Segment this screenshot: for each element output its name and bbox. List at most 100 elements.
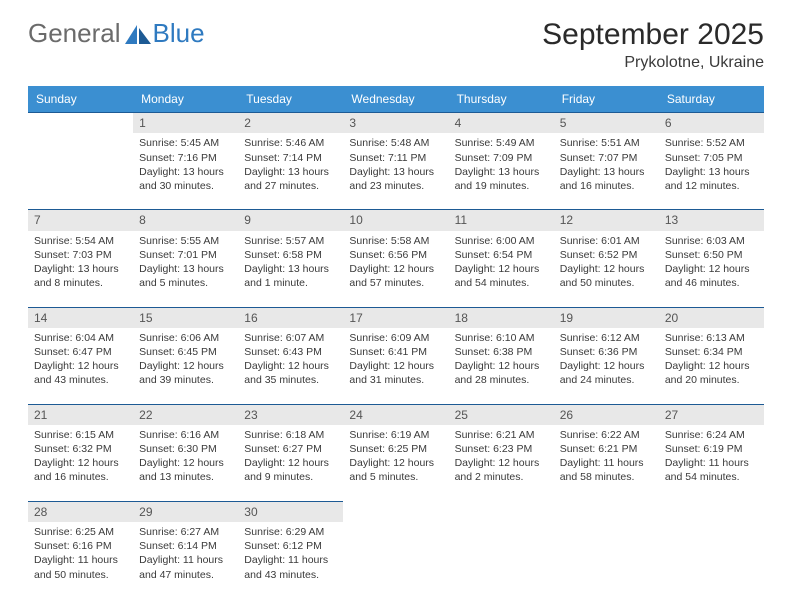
day-number: 14 <box>28 307 133 328</box>
day-number: 25 <box>449 404 554 425</box>
cell-body: Sunrise: 6:07 AMSunset: 6:43 PMDaylight:… <box>238 328 343 404</box>
daylight-text-2: and 27 minutes. <box>242 179 339 193</box>
cell-body: Sunrise: 6:12 AMSunset: 6:36 PMDaylight:… <box>554 328 659 404</box>
day-of-week-header: Thursday <box>449 86 554 112</box>
calendar-cell: 9Sunrise: 5:57 AMSunset: 6:58 PMDaylight… <box>238 209 343 306</box>
daylight-text-1: Daylight: 12 hours <box>137 456 234 470</box>
cell-body <box>343 521 448 597</box>
day-number: 6 <box>659 112 764 133</box>
sunset-text: Sunset: 6:52 PM <box>558 248 655 262</box>
calendar-cell: 5Sunrise: 5:51 AMSunset: 7:07 PMDaylight… <box>554 112 659 209</box>
day-number: 7 <box>28 209 133 230</box>
cell-body: Sunrise: 5:58 AMSunset: 6:56 PMDaylight:… <box>343 231 448 307</box>
sunrise-text: Sunrise: 6:22 AM <box>558 428 655 442</box>
cell-body: Sunrise: 5:48 AMSunset: 7:11 PMDaylight:… <box>343 133 448 209</box>
sunrise-text: Sunrise: 6:06 AM <box>137 331 234 345</box>
day-number <box>28 112 133 133</box>
day-number <box>449 501 554 521</box>
daylight-text-1: Daylight: 12 hours <box>242 359 339 373</box>
daylight-text-2: and 31 minutes. <box>347 373 444 387</box>
daylight-text-2: and 43 minutes. <box>32 373 129 387</box>
cell-body: Sunrise: 6:03 AMSunset: 6:50 PMDaylight:… <box>659 231 764 307</box>
sunrise-text: Sunrise: 5:46 AM <box>242 136 339 150</box>
cell-body <box>554 521 659 597</box>
calendar-cell: 1Sunrise: 5:45 AMSunset: 7:16 PMDaylight… <box>133 112 238 209</box>
calendar-cell: 30Sunrise: 6:29 AMSunset: 6:12 PMDayligh… <box>238 501 343 598</box>
daylight-text-1: Daylight: 12 hours <box>558 262 655 276</box>
sunrise-text: Sunrise: 6:19 AM <box>347 428 444 442</box>
sunrise-text: Sunrise: 6:07 AM <box>242 331 339 345</box>
calendar-cell: 6Sunrise: 5:52 AMSunset: 7:05 PMDaylight… <box>659 112 764 209</box>
sunrise-text: Sunrise: 6:12 AM <box>558 331 655 345</box>
sunset-text: Sunset: 7:16 PM <box>137 151 234 165</box>
daylight-text-1: Daylight: 12 hours <box>347 262 444 276</box>
daylight-text-1: Daylight: 13 hours <box>242 262 339 276</box>
calendar-cell: 3Sunrise: 5:48 AMSunset: 7:11 PMDaylight… <box>343 112 448 209</box>
cell-body: Sunrise: 6:19 AMSunset: 6:25 PMDaylight:… <box>343 425 448 501</box>
sunset-text: Sunset: 7:09 PM <box>453 151 550 165</box>
logo-text-general: General <box>28 18 121 49</box>
daylight-text-2: and 16 minutes. <box>558 179 655 193</box>
daylight-text-1: Daylight: 13 hours <box>32 262 129 276</box>
daylight-text-2: and 50 minutes. <box>558 276 655 290</box>
day-number: 30 <box>238 501 343 522</box>
daylight-text-2: and 39 minutes. <box>137 373 234 387</box>
sunrise-text: Sunrise: 6:18 AM <box>242 428 339 442</box>
calendar-cell: 13Sunrise: 6:03 AMSunset: 6:50 PMDayligh… <box>659 209 764 306</box>
daylight-text-1: Daylight: 12 hours <box>32 456 129 470</box>
daylight-text-2: and 23 minutes. <box>347 179 444 193</box>
cell-body: Sunrise: 6:01 AMSunset: 6:52 PMDaylight:… <box>554 231 659 307</box>
header-row: General Blue September 2025 Prykolotne, … <box>28 18 764 72</box>
day-number: 13 <box>659 209 764 230</box>
cell-body: Sunrise: 6:18 AMSunset: 6:27 PMDaylight:… <box>238 425 343 501</box>
daylight-text-1: Daylight: 11 hours <box>32 553 129 567</box>
sunset-text: Sunset: 7:07 PM <box>558 151 655 165</box>
calendar-cell: 15Sunrise: 6:06 AMSunset: 6:45 PMDayligh… <box>133 307 238 404</box>
day-number: 15 <box>133 307 238 328</box>
calendar-cell: 27Sunrise: 6:24 AMSunset: 6:19 PMDayligh… <box>659 404 764 501</box>
calendar-cell: 10Sunrise: 5:58 AMSunset: 6:56 PMDayligh… <box>343 209 448 306</box>
calendar-cell: 17Sunrise: 6:09 AMSunset: 6:41 PMDayligh… <box>343 307 448 404</box>
daylight-text-2: and 5 minutes. <box>137 276 234 290</box>
calendar-page: General Blue September 2025 Prykolotne, … <box>0 0 792 608</box>
day-number: 21 <box>28 404 133 425</box>
calendar-cell <box>659 501 764 598</box>
calendar-cell <box>343 501 448 598</box>
logo-sail-icon <box>125 24 151 44</box>
cell-body: Sunrise: 6:29 AMSunset: 6:12 PMDaylight:… <box>238 522 343 598</box>
day-number: 9 <box>238 209 343 230</box>
sunrise-text: Sunrise: 5:48 AM <box>347 136 444 150</box>
sunrise-text: Sunrise: 5:45 AM <box>137 136 234 150</box>
daylight-text-2: and 54 minutes. <box>663 470 760 484</box>
cell-body: Sunrise: 6:13 AMSunset: 6:34 PMDaylight:… <box>659 328 764 404</box>
day-number: 29 <box>133 501 238 522</box>
daylight-text-1: Daylight: 12 hours <box>558 359 655 373</box>
sunrise-text: Sunrise: 5:55 AM <box>137 234 234 248</box>
calendar-cell: 14Sunrise: 6:04 AMSunset: 6:47 PMDayligh… <box>28 307 133 404</box>
cell-body: Sunrise: 6:10 AMSunset: 6:38 PMDaylight:… <box>449 328 554 404</box>
cell-body: Sunrise: 5:51 AMSunset: 7:07 PMDaylight:… <box>554 133 659 209</box>
day-of-week-header: Wednesday <box>343 86 448 112</box>
sunset-text: Sunset: 6:45 PM <box>137 345 234 359</box>
daylight-text-2: and 57 minutes. <box>347 276 444 290</box>
sunrise-text: Sunrise: 6:00 AM <box>453 234 550 248</box>
sunset-text: Sunset: 6:32 PM <box>32 442 129 456</box>
calendar-cell: 11Sunrise: 6:00 AMSunset: 6:54 PMDayligh… <box>449 209 554 306</box>
cell-body: Sunrise: 5:52 AMSunset: 7:05 PMDaylight:… <box>659 133 764 209</box>
calendar-cell: 24Sunrise: 6:19 AMSunset: 6:25 PMDayligh… <box>343 404 448 501</box>
daylight-text-1: Daylight: 12 hours <box>32 359 129 373</box>
cell-body: Sunrise: 5:45 AMSunset: 7:16 PMDaylight:… <box>133 133 238 209</box>
daylight-text-2: and 2 minutes. <box>453 470 550 484</box>
daylight-text-2: and 9 minutes. <box>242 470 339 484</box>
day-number: 4 <box>449 112 554 133</box>
calendar-cell: 25Sunrise: 6:21 AMSunset: 6:23 PMDayligh… <box>449 404 554 501</box>
day-number: 20 <box>659 307 764 328</box>
cell-body: Sunrise: 6:21 AMSunset: 6:23 PMDaylight:… <box>449 425 554 501</box>
cell-body: Sunrise: 6:22 AMSunset: 6:21 PMDaylight:… <box>554 425 659 501</box>
day-of-week-header: Monday <box>133 86 238 112</box>
cell-body: Sunrise: 6:16 AMSunset: 6:30 PMDaylight:… <box>133 425 238 501</box>
day-number: 22 <box>133 404 238 425</box>
daylight-text-2: and 16 minutes. <box>32 470 129 484</box>
daylight-text-1: Daylight: 12 hours <box>453 456 550 470</box>
sunset-text: Sunset: 6:43 PM <box>242 345 339 359</box>
